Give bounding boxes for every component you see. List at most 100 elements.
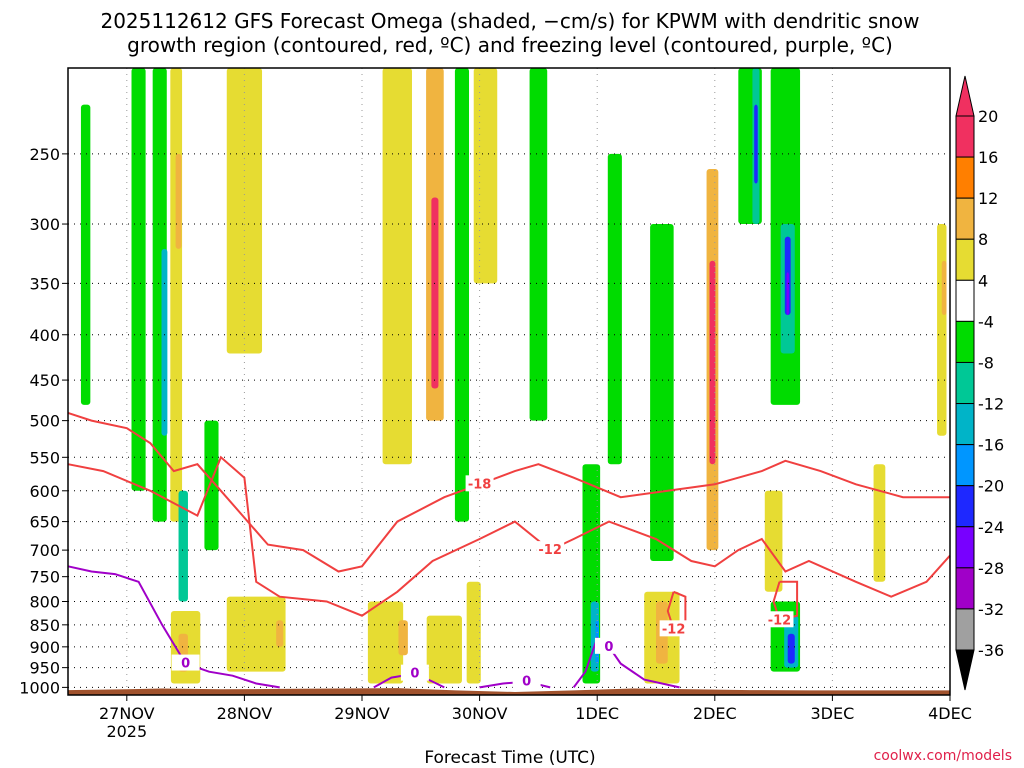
colorbar-label: -12 [978,395,1004,414]
y-tick-label: 800 [29,593,60,612]
omega-cell [367,601,404,684]
credit-link[interactable]: coolwx.com/models [874,748,1012,764]
omega-cell [873,464,886,582]
x-tick-label: 27NOV [99,704,155,723]
red-contour [67,411,950,573]
colorbar-segment [955,279,975,322]
freezing-level-contours: 0 0 0 0 [67,565,680,690]
purple-contour-label-bg [400,664,429,681]
x-tick-label: 29NOV [334,704,390,723]
x-tick-label: 30NOV [452,704,508,723]
chart-title-line-1: 2025112612 GFS Forecast Omega (shaded, −… [100,9,919,33]
purple-contour-label: 0 [181,657,190,672]
colorbar-label: -36 [978,641,1004,660]
colorbar-label: 4 [978,271,988,290]
colorbar-segment [955,444,975,487]
red-contour-label-bg [765,611,794,628]
colorbar-label: -24 [978,518,1004,537]
omega-cell [709,260,716,465]
y-tick-label: 1000 [19,678,60,697]
omega-cell [161,248,168,436]
omega-cell [466,581,481,684]
colorbar-label: -28 [978,559,1004,578]
y-axis: 250 300 350 400 450 500 550 600 650 700 750 800 850 9… [19,145,68,697]
purple-contour [67,565,280,689]
purple-contour-label-bg [594,637,623,654]
colorbar-label: -20 [978,477,1004,496]
omega-cell [941,260,947,316]
colorbar-segment [955,238,975,281]
y-tick-label: 450 [29,371,60,390]
red-contour-label: -12 [538,543,562,558]
x-tick-label: 2DEC [693,704,737,723]
red-contour-label: -18 [468,477,492,492]
colorbar: 20 16 12 8 4 -4 -8 -12 -16 -20 -24 -28 -32 -36 [955,75,1004,691]
x-tick-label: 1DEC [575,704,619,723]
omega-cell [226,68,263,354]
y-tick-label: 550 [29,448,60,467]
terrain-polygon [68,688,950,695]
colorbar-cap-bottom [955,649,975,691]
colorbar-segment [955,608,975,651]
terrain-fill [68,688,950,695]
y-tick-label: 600 [29,482,60,501]
omega-cell [276,620,284,647]
colorbar-segment [955,403,975,446]
omega-cell [754,104,758,184]
colorbar-segment [955,485,975,528]
chart-title-line-2: growth region (contoured, red, ºC) and f… [127,33,893,57]
colorbar-segment [955,526,975,569]
y-tick-label: 350 [29,274,60,293]
red-contour-label: -12 [662,622,686,637]
purple-contour-label-bg [171,654,200,671]
x-tick-sublabel: 2025 [106,722,147,741]
red-contour-label-bg [659,620,688,637]
omega-cell [431,197,439,389]
colorbar-label: 12 [978,189,998,208]
omega-shading [80,68,947,684]
y-tick-label: 700 [29,541,60,560]
colorbar-label: -16 [978,436,1004,455]
colorbar-label: 20 [978,107,998,126]
red-contour-label: -12 [768,613,792,628]
colorbar-label: -32 [978,600,1004,619]
y-tick-label: 850 [29,616,60,635]
omega-cell [204,420,219,551]
omega-cell [175,153,182,249]
x-axis-label: Forecast Time (UTC) [424,748,595,768]
y-tick-label: 250 [29,145,60,164]
y-tick-label: 950 [29,659,60,678]
plot-area-frame [67,67,951,696]
omega-cell [80,104,91,405]
omega-cell [382,68,412,465]
omega-cell [131,68,146,491]
y-tick-label: 900 [29,638,60,657]
omega-cell [607,153,622,465]
colorbar-segment [955,320,975,363]
x-tick-label: 4DEC [928,704,972,723]
purple-contour-label: 0 [604,640,613,655]
omega-cell [178,490,188,602]
colorbar-segment [955,156,975,199]
y-tick-label: 650 [29,513,60,532]
omega-cell [650,224,674,561]
purple-contour-label: 0 [410,667,419,682]
y-tick-label: 300 [29,215,60,234]
colorbar-cap-top [955,75,975,117]
colorbar-segment [955,567,975,610]
red-contour [67,455,951,617]
omega-cell [786,272,789,316]
omega-cell [454,68,470,522]
y-tick-label: 750 [29,568,60,587]
omega-cell [226,596,286,672]
colorbar-segment [955,197,975,240]
colorbar-label: -8 [978,353,994,372]
x-tick-label: 28NOV [217,704,273,723]
dendritic-growth-contours: -18 -12 -12 -12 [67,411,951,637]
omega-cell [473,68,498,284]
omega-cell [398,620,408,656]
red-contour-label-bg [536,541,565,558]
plot-area-background [68,68,950,695]
omega-cell [170,68,183,522]
